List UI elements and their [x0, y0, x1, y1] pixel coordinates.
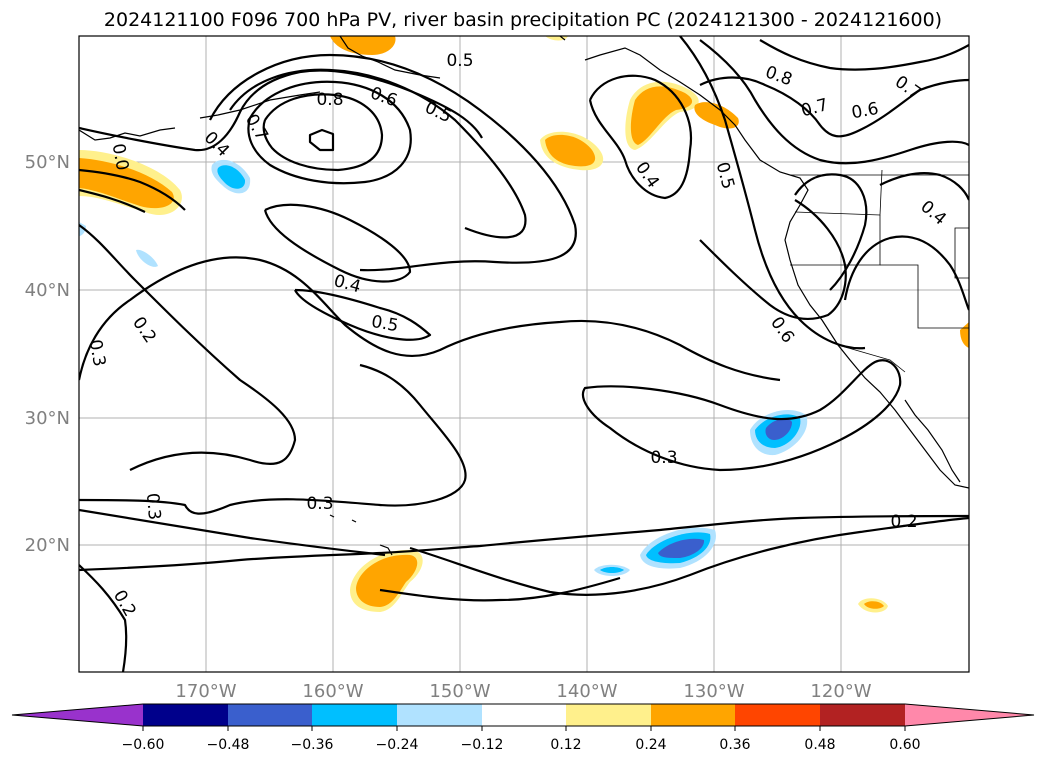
contour-label: 0.5 [370, 312, 400, 336]
colorbar-extend-high [905, 704, 1034, 726]
colorbar-segment [397, 704, 482, 726]
contour-label: 0.3 [650, 448, 677, 468]
colorbar-tick-label: −0.12 [461, 737, 504, 753]
colorbar-tick-label: 0.36 [719, 737, 750, 753]
lat-label-20n: 20°N [25, 535, 70, 556]
contour-label: 0.0 [108, 142, 132, 172]
graticule [79, 36, 969, 672]
colorbar-tick-label: 0.24 [635, 737, 666, 753]
lon-label-120w: 120°W [810, 681, 871, 702]
lon-label-130w: 130°W [683, 681, 744, 702]
colorbar-segment [566, 704, 651, 726]
contour-label: 0.3 [306, 494, 333, 514]
colorbar: −0.60 −0.48 −0.36 −0.24 −0.12 0.12 0.24 … [11, 703, 1035, 753]
lon-labels: 170°W 160°W 150°W 140°W 130°W 120°W [175, 681, 871, 702]
contour-label: 0.3 [142, 492, 164, 521]
contour-label: 0.3 [85, 338, 109, 368]
contour-label: 0.5 [446, 51, 473, 71]
lat-label-30n: 30°N [25, 408, 70, 429]
precip-shading [79, 36, 969, 613]
lat-label-50n: 50°N [25, 152, 70, 173]
colorbar-segment [482, 704, 566, 726]
lon-label-150w: 150°W [429, 681, 490, 702]
colorbar-tick-label: −0.36 [291, 737, 334, 753]
colorbar-segment [228, 704, 312, 726]
colorbar-segment [820, 704, 905, 726]
contour-label: 0.8 [316, 90, 343, 110]
colorbar-tick-label: 0.48 [804, 737, 835, 753]
coastlines [79, 36, 969, 556]
contour-label: 0.6 [850, 99, 880, 123]
map-frame [78, 35, 970, 673]
map-background [79, 36, 969, 672]
colorbar-ticks [142, 726, 906, 731]
colorbar-tick-label: 0.60 [889, 737, 920, 753]
colorbar-segment [312, 704, 397, 726]
map-panel: 0.5 0.6 0.8 0.5 0.7 0.4 0.0 0.4 0.5 0.2 … [78, 35, 970, 673]
contour-label: 0.2 [890, 512, 917, 532]
lat-label-40n: 40°N [25, 280, 70, 301]
pv-contours [79, 36, 969, 672]
colorbar-segment [651, 704, 735, 726]
colorbar-tick-label: −0.24 [376, 737, 419, 753]
map-title: 2024121100 F096 700 hPa PV, river basin … [104, 9, 942, 31]
lon-label-160w: 160°W [302, 681, 363, 702]
colorbar-tick-label: −0.60 [122, 737, 165, 753]
colorbar-tick-label: 0.12 [550, 737, 581, 753]
lon-label-170w: 170°W [175, 681, 236, 702]
colorbar-segment [143, 704, 228, 726]
colorbar-extend-low [12, 704, 143, 726]
colorbar-segment [735, 704, 820, 726]
lon-label-140w: 140°W [556, 681, 617, 702]
lat-labels: 50°N 40°N 30°N 20°N [25, 152, 70, 556]
colorbar-tick-label: −0.48 [207, 737, 250, 753]
